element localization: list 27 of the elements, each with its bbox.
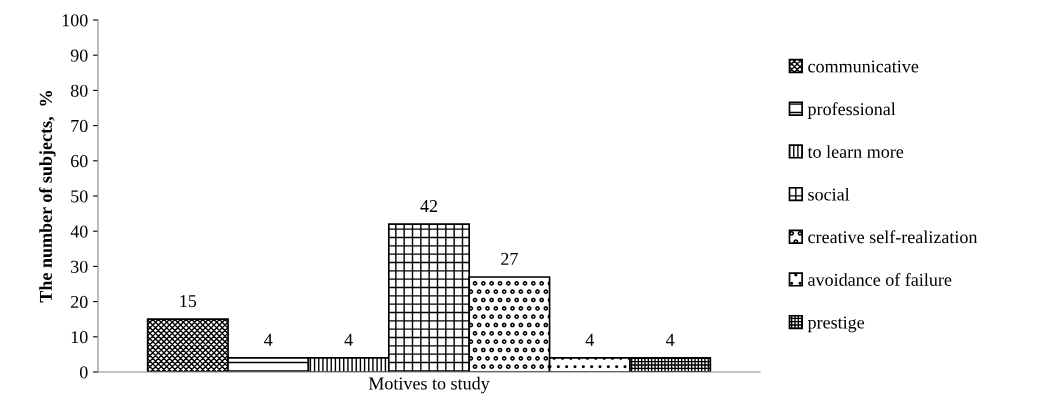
legend-label: professional	[807, 102, 896, 119]
y-axis-title: The number of subjects, %	[39, 91, 56, 303]
data-label: 4	[344, 333, 353, 346]
legend-label: communicative	[808, 60, 919, 73]
x-tick-label: Motives to study	[368, 376, 490, 394]
legend-label: avoidance of failure	[808, 273, 952, 286]
data-label: 4	[585, 333, 594, 346]
y-tick-label: 90	[70, 49, 88, 62]
data-label: 42	[420, 200, 438, 212]
y-tick-label: 0	[79, 366, 88, 379]
legend-label: creative self-realization	[808, 230, 978, 244]
data-label: 27	[501, 252, 518, 265]
y-tick-label: 40	[70, 225, 88, 238]
y-tick-label: 60	[71, 155, 88, 168]
data-label: 15	[180, 295, 197, 308]
y-tick-label: 30	[71, 260, 88, 273]
y-tick-label: 10	[71, 331, 88, 344]
legend-label: to learn more	[807, 145, 904, 158]
data-label: 4	[264, 333, 273, 346]
y-tick-label: 20	[71, 295, 88, 309]
legend-label: social	[808, 187, 850, 201]
y-tick-label: 70	[71, 119, 88, 133]
legend-label: prestige	[807, 316, 865, 333]
y-tick-label: 50	[71, 190, 88, 203]
y-tick-label: 80	[70, 84, 88, 97]
y-tick-label: 100	[62, 14, 88, 27]
data-label: 4	[666, 333, 675, 346]
